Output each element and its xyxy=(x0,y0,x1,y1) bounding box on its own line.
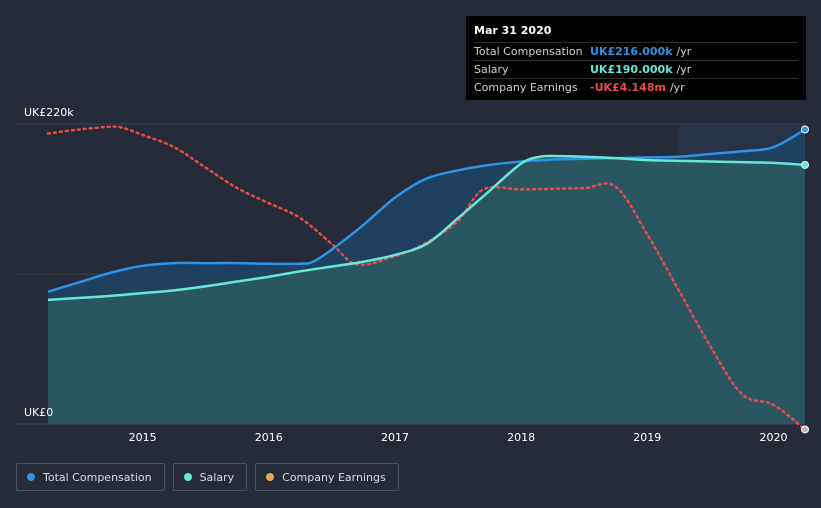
tooltip-unit: /yr xyxy=(676,45,692,58)
tooltip-row-company-earnings: Company Earnings -UK£4.148m /yr xyxy=(474,78,798,96)
x-axis-ticks: 2015 2016 2017 2018 2019 2020 xyxy=(129,431,788,444)
total-compensation-end-point xyxy=(801,125,809,134)
tooltip-label: Salary xyxy=(474,63,509,76)
y-tick-bottom: UK£0 xyxy=(24,406,53,419)
x-tick-label: 2019 xyxy=(633,431,661,444)
legend: Total Compensation Salary Company Earnin… xyxy=(16,463,399,491)
tooltip-label: Total Compensation xyxy=(474,45,583,58)
legend-label: Salary xyxy=(199,470,235,484)
total-compensation-line xyxy=(47,128,806,293)
tooltip-value: UK£216.000k xyxy=(590,45,673,58)
tooltip-unit: /yr xyxy=(669,81,685,94)
legend-dot-icon xyxy=(266,473,275,481)
x-tick-label: 2018 xyxy=(507,431,535,444)
x-tick-label: 2015 xyxy=(129,431,157,444)
end-markers xyxy=(801,125,809,434)
company-earnings-end-point xyxy=(801,425,809,434)
legend-salary[interactable]: Salary xyxy=(172,463,248,491)
tooltip-row-salary: Salary UK£190.000k /yr xyxy=(474,60,798,78)
x-tick-label: 2020 xyxy=(759,431,787,444)
tooltip-label: Company Earnings xyxy=(474,81,578,94)
legend-company-earnings[interactable]: Company Earnings xyxy=(255,463,399,491)
x-tick-label: 2016 xyxy=(255,431,283,444)
tooltip-row-total-compensation: Total Compensation UK£216.000k /yr xyxy=(474,42,798,60)
tooltip-value: UK£190.000k xyxy=(590,63,673,76)
legend-dot-icon xyxy=(183,473,192,481)
x-tick-label: 2017 xyxy=(381,431,409,444)
tooltip-unit: /yr xyxy=(676,63,692,76)
salary-end-point xyxy=(801,160,809,169)
salary-area xyxy=(48,155,805,424)
tooltip: Mar 31 2020 Total Compensation UK£216.00… xyxy=(466,16,806,100)
salary-line xyxy=(47,154,806,302)
tooltip-date: Mar 31 2020 xyxy=(474,24,552,37)
legend-label: Company Earnings xyxy=(282,470,386,484)
legend-label: Total Compensation xyxy=(43,470,152,484)
y-tick-top: UK£220k xyxy=(24,106,74,119)
tooltip-value: -UK£4.148m xyxy=(590,81,666,94)
legend-dot-icon xyxy=(27,473,35,481)
legend-total-compensation[interactable]: Total Compensation xyxy=(16,463,165,491)
